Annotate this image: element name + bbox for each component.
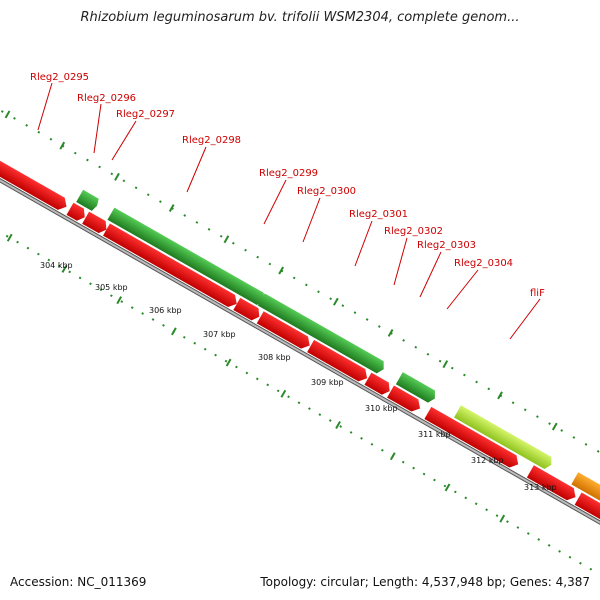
gene-rleg2-0300[interactable] <box>257 293 387 375</box>
kbp-label: 312 kbp <box>471 456 504 465</box>
gene-label[interactable]: Rleg2_0303 <box>417 240 476 251</box>
gene-flif[interactable] <box>454 405 555 471</box>
gene-rleg2-0297[interactable] <box>66 202 89 224</box>
kbp-label: 305 kbp <box>95 283 128 292</box>
gene-label[interactable]: Rleg2_0304 <box>454 258 513 269</box>
kbp-label: 310 kbp <box>365 404 398 413</box>
kbp-label: 304 kbp <box>40 261 73 270</box>
gene-label[interactable]: Rleg2_0295 <box>30 72 89 83</box>
kbp-label: 306 kbp <box>149 306 182 315</box>
gene-flif-b[interactable] <box>526 465 579 503</box>
gene-other-orange[interactable] <box>571 472 600 509</box>
kbp-label: 309 kbp <box>311 378 344 387</box>
gene-label[interactable]: Rleg2_0297 <box>116 109 175 120</box>
gene-rleg2-0298[interactable] <box>107 207 267 307</box>
kbp-label: 307 kbp <box>203 330 236 339</box>
gene-rleg2-0300b[interactable] <box>256 311 313 351</box>
genome-summary-text: Topology: circular; Length: 4,537,948 bp… <box>260 575 590 589</box>
gene-rleg2-0299[interactable] <box>103 223 240 309</box>
gene-rleg2-0295[interactable] <box>0 143 70 213</box>
gene-label[interactable]: Rleg2_0301 <box>349 209 408 220</box>
gene-rleg2-0297b[interactable] <box>82 211 110 236</box>
reverse-strand-genes <box>0 143 600 523</box>
label-leaders <box>37 82 541 340</box>
kbp-label: 308 kbp <box>258 353 291 362</box>
gene-rleg2-0302b[interactable] <box>364 372 393 398</box>
gene-label[interactable]: Rleg2_0299 <box>259 168 318 179</box>
gene-label[interactable]: Rleg2_0302 <box>384 226 443 237</box>
accession-text: Accession: NC_011369 <box>10 575 147 589</box>
outer-ruler-ticks <box>4 110 558 431</box>
gene-rleg2-0301[interactable] <box>307 339 370 384</box>
inner-ruler-ticks <box>6 233 506 523</box>
gene-label[interactable]: Rleg2_0296 <box>77 93 136 104</box>
gene-rleg2-0304[interactable] <box>424 406 521 471</box>
inner-ruler <box>0 181 600 595</box>
map-title: Rhizobium leguminosarum bv. trifolii WSM… <box>80 10 520 25</box>
gene-rleg2-0299b[interactable] <box>233 297 263 323</box>
gene-label[interactable]: Rleg2_0300 <box>297 186 356 197</box>
gene-edge-red[interactable] <box>574 492 600 523</box>
scale-labels: 304 kbp 305 kbp 306 kbp 307 kbp 308 kbp … <box>40 261 557 492</box>
forward-strand-genes <box>76 189 600 509</box>
gene-rleg2-0303[interactable] <box>387 385 423 415</box>
gene-rleg2-0302[interactable] <box>395 372 439 404</box>
backbone <box>0 147 600 556</box>
kbp-label: 311 kbp <box>418 430 451 439</box>
gene-rleg2-0296[interactable] <box>76 189 100 212</box>
kbp-label: 313 kbp <box>524 483 557 492</box>
gene-label[interactable]: Rleg2_0298 <box>182 135 241 146</box>
gene-labels: Rleg2_0295 Rleg2_0296 Rleg2_0297 Rleg2_0… <box>30 72 545 299</box>
gene-label[interactable]: fliF <box>530 288 545 299</box>
